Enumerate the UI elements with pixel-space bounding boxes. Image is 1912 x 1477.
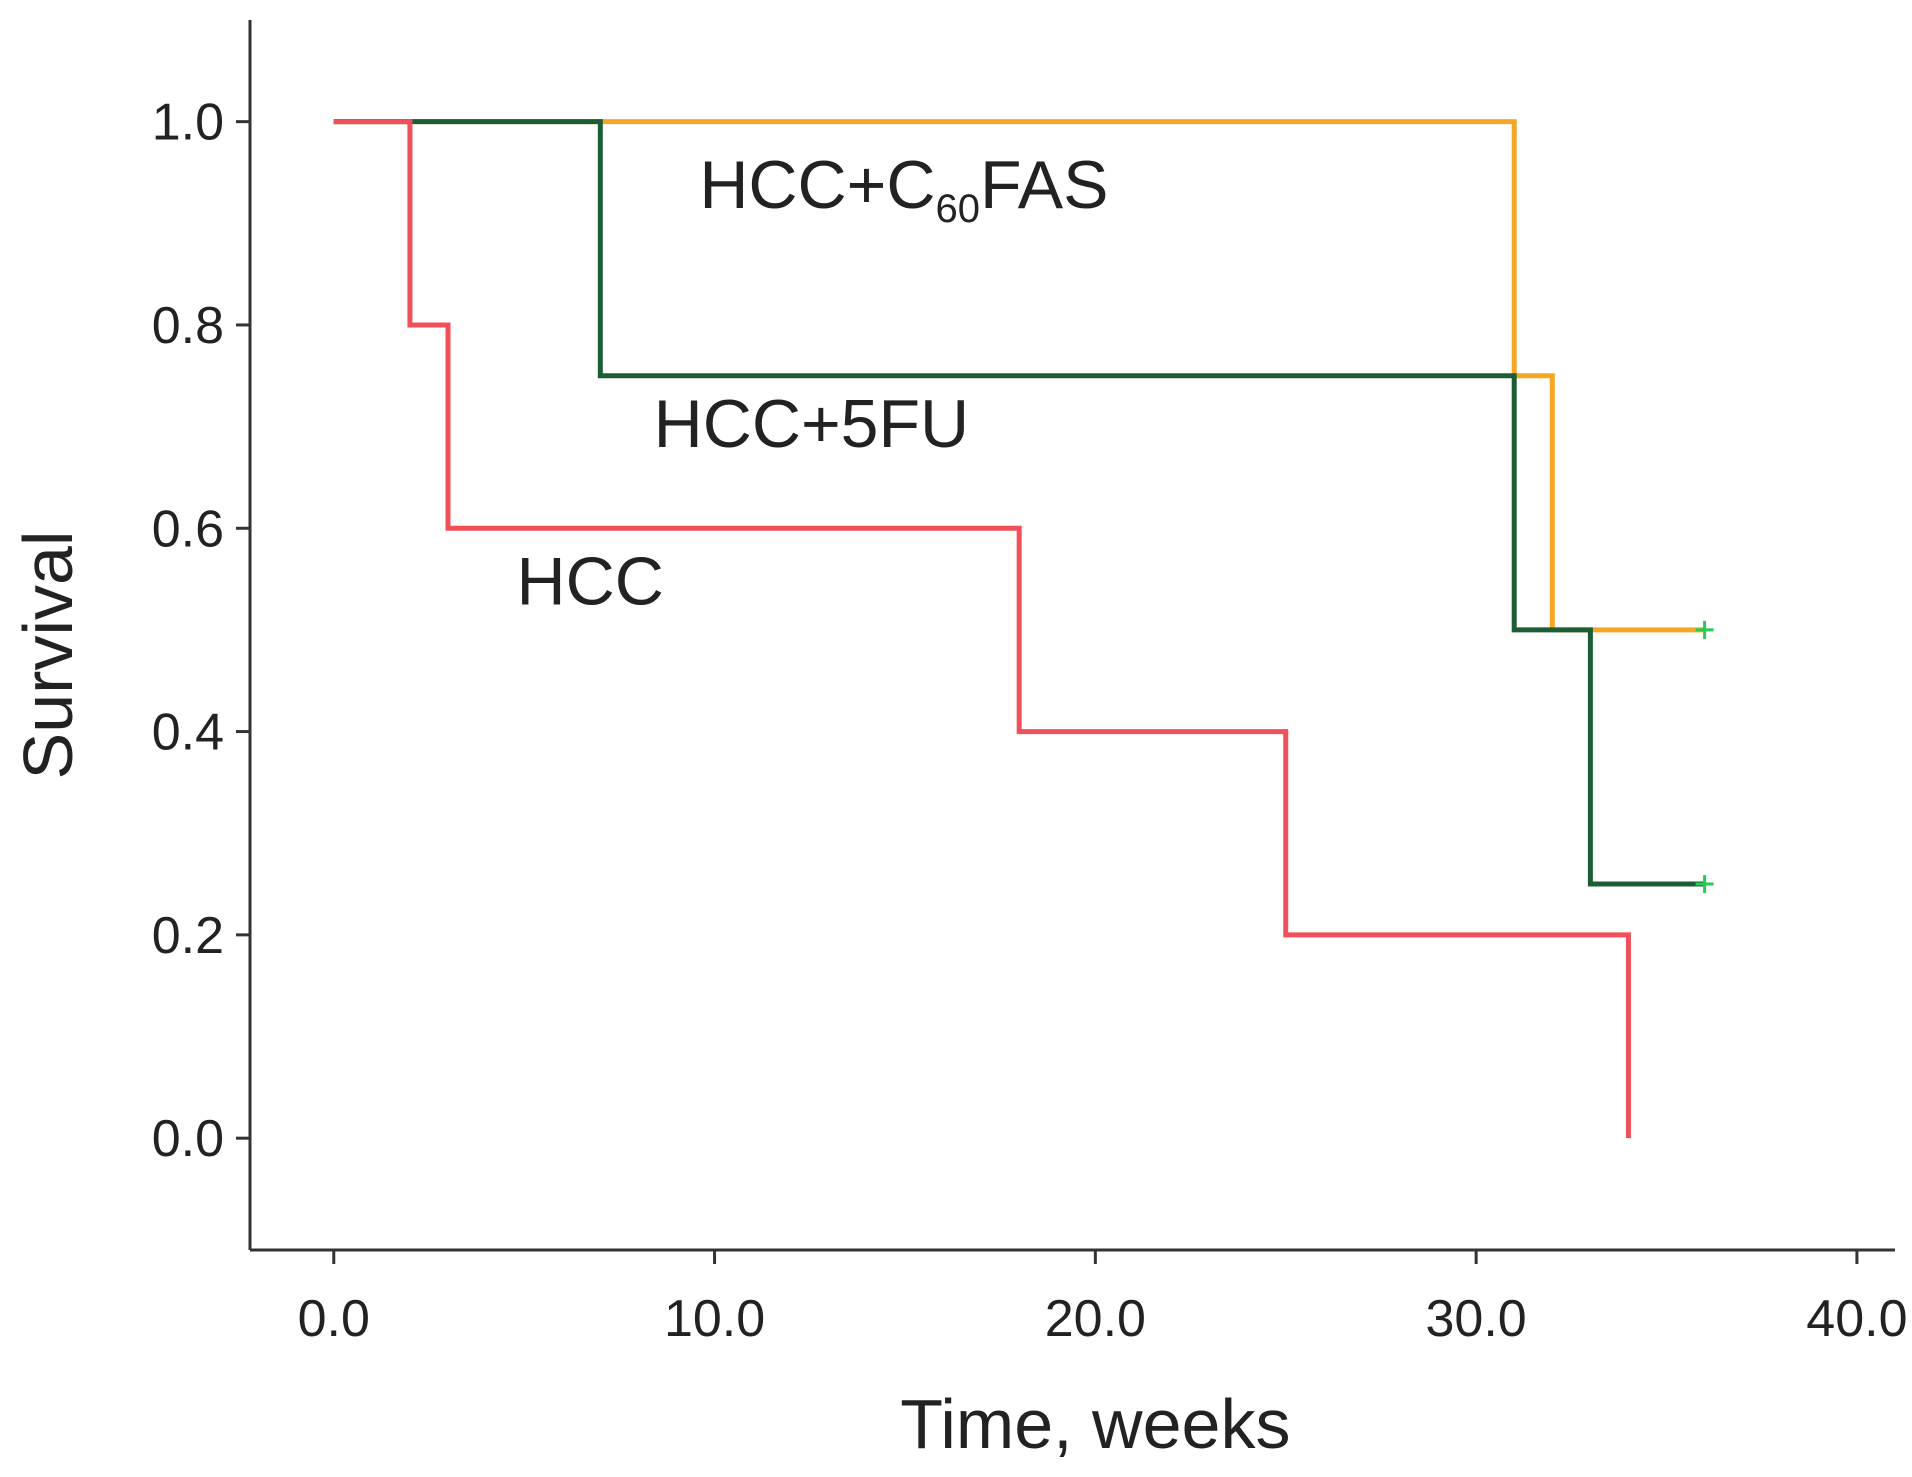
x-tick-label: 0.0	[298, 1290, 370, 1348]
y-tick-label: 0.8	[152, 297, 224, 355]
series-line-hcc-5fu	[333, 119, 1705, 887]
y-tick-label: 0.4	[152, 704, 224, 762]
x-tick-label: 10.0	[664, 1290, 765, 1348]
ticks: 0.0 0.2 0.4 0.6 0.8 1.0 0.0 10.0 20.0 30.0 40.0	[152, 94, 1908, 1348]
series-label-hcc-5fu: HCC+5FU	[654, 386, 970, 462]
x-axis-title: Time, weeks	[900, 1385, 1290, 1463]
series-labels: HCC+C60FAS HCC+5FU HCC	[517, 147, 1109, 619]
series-label-hcc-c60fas: HCC+C60FAS	[699, 147, 1108, 231]
series-label-hcc: HCC	[517, 544, 664, 620]
y-tick-label: 0.6	[152, 500, 224, 558]
x-tick-label: 30.0	[1426, 1290, 1527, 1348]
series-layer	[333, 119, 1714, 1139]
x-tick-label: 20.0	[1045, 1290, 1146, 1348]
series-line-hcc	[333, 119, 1631, 1139]
x-tick-label: 40.0	[1806, 1290, 1907, 1348]
axes	[248, 20, 1895, 1252]
y-tick-label: 0.0	[152, 1110, 224, 1168]
y-axis-title: Survival	[9, 531, 87, 780]
y-tick-label: 1.0	[152, 94, 224, 152]
y-tick-label: 0.2	[152, 907, 224, 965]
